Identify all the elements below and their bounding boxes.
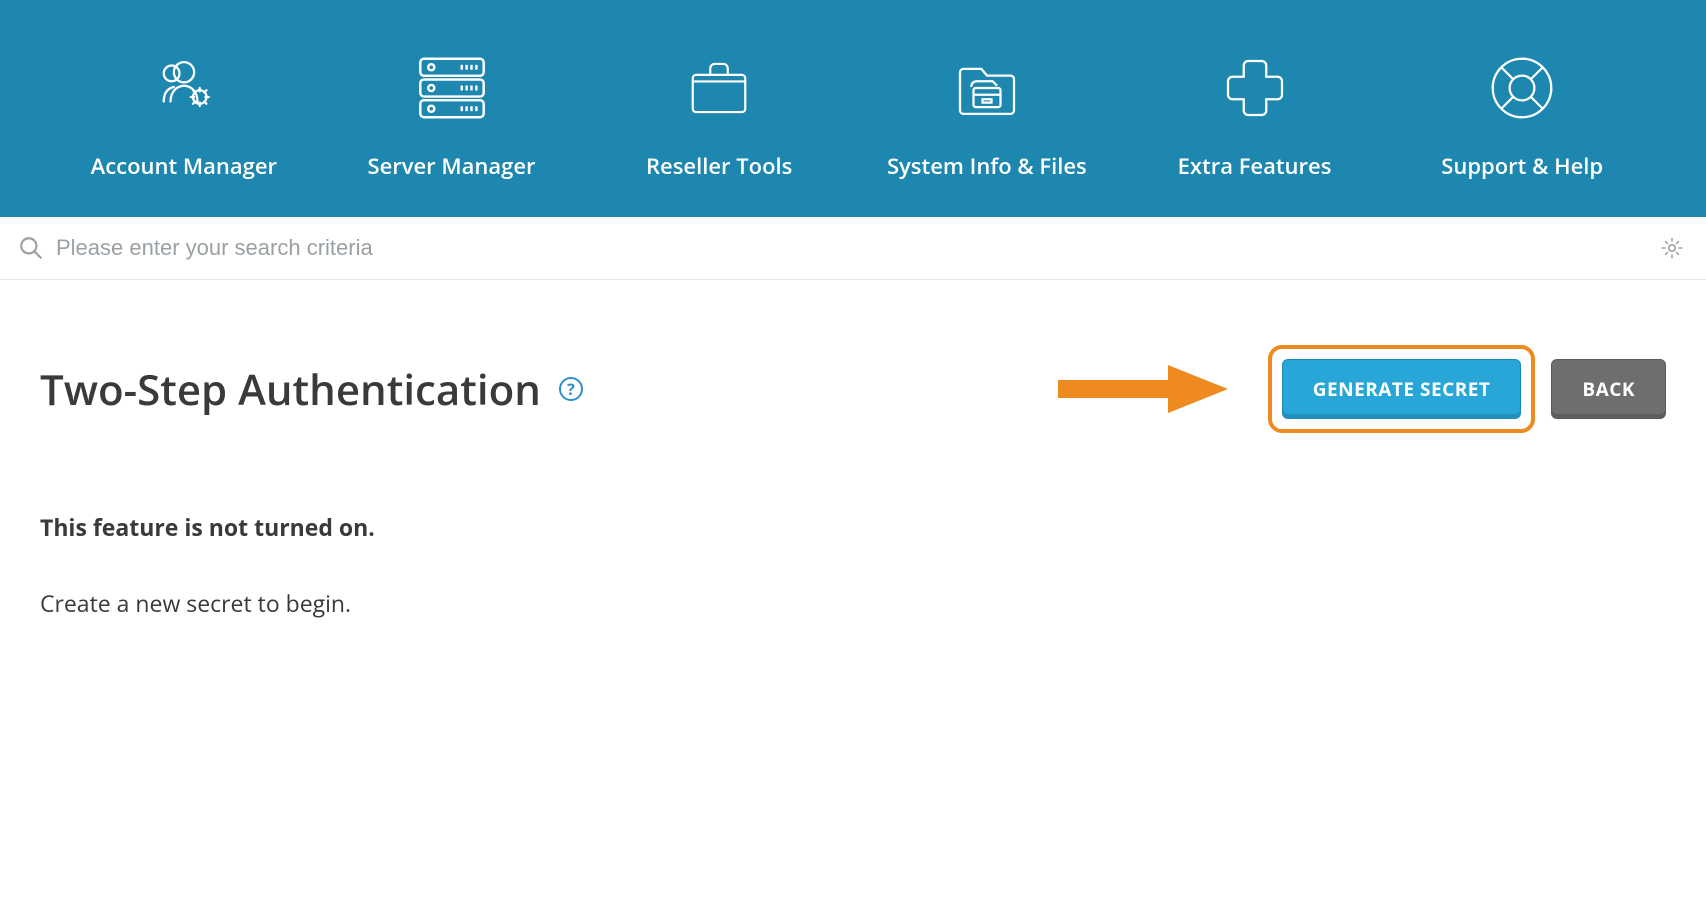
nav-label: Reseller Tools <box>646 150 792 183</box>
search-input[interactable] <box>56 227 1656 269</box>
page-title: Two-Step Authentication <box>40 361 541 418</box>
folder-files-icon <box>947 48 1027 128</box>
annotation-arrow-icon <box>1050 359 1230 419</box>
back-button[interactable]: BACK <box>1551 359 1666 419</box>
users-gear-icon <box>144 48 224 128</box>
nav-reseller-tools[interactable]: Reseller Tools <box>585 48 853 183</box>
nav-extra-features[interactable]: Extra Features <box>1121 48 1389 183</box>
nav-support-help[interactable]: Support & Help <box>1388 48 1656 183</box>
search-icon <box>18 235 44 261</box>
title-wrap: Two-Step Authentication ? <box>40 361 583 418</box>
nav-system-info-files[interactable]: System Info & Files <box>853 48 1121 183</box>
nav-account-manager[interactable]: Account Manager <box>50 48 318 183</box>
nav-label: Account Manager <box>91 150 277 183</box>
briefcase-icon <box>679 48 759 128</box>
gear-icon[interactable] <box>1656 232 1688 264</box>
nav-label: Support & Help <box>1441 150 1603 183</box>
annotation-highlight-ring: GENERATE SECRET <box>1268 345 1536 433</box>
status-text: This feature is not turned on. <box>40 511 1666 543</box>
lifebuoy-icon <box>1482 48 1562 128</box>
top-nav: Account Manager Server Manager <box>0 0 1706 217</box>
plus-icon <box>1215 48 1295 128</box>
server-stack-icon <box>412 48 492 128</box>
nav-server-manager[interactable]: Server Manager <box>318 48 586 183</box>
nav-label: Extra Features <box>1178 150 1332 183</box>
generate-secret-button[interactable]: GENERATE SECRET <box>1282 359 1522 419</box>
page-header: Two-Step Authentication ? GENERATE SECRE… <box>40 345 1666 433</box>
main-content: Two-Step Authentication ? GENERATE SECRE… <box>0 280 1706 682</box>
page-actions: GENERATE SECRET BACK <box>1050 345 1666 433</box>
search-bar <box>0 217 1706 280</box>
nav-label: System Info & Files <box>887 150 1087 183</box>
instruction-text: Create a new secret to begin. <box>40 587 1666 619</box>
help-icon[interactable]: ? <box>559 377 583 401</box>
nav-label: Server Manager <box>367 150 535 183</box>
